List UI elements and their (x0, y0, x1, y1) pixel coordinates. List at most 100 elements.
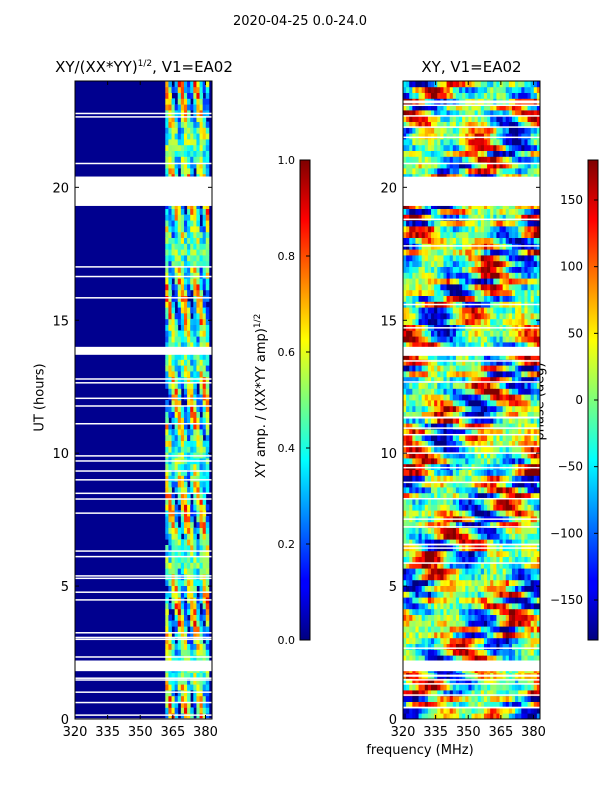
phase-axes-frame (402, 80, 541, 720)
phase-flag-row (403, 683, 540, 685)
amp-flag-row (75, 591, 212, 593)
amp-colorbar-tick-label: 0.4 (278, 442, 296, 455)
amp-flag-row (75, 176, 212, 179)
phase-flag-row (403, 543, 540, 546)
amp-title-main: XY/(XX*YY) (55, 58, 138, 76)
phase-flag-row (403, 543, 540, 546)
amp-ytick-label: 0 (61, 713, 69, 728)
phase-colorbar-tick-label: −50 (558, 460, 583, 474)
amp-flag-row (75, 492, 212, 495)
phase-flag-row (403, 303, 540, 306)
amp-flag-row (75, 422, 212, 425)
phase-heatmap (403, 81, 541, 720)
phase-flag-row (403, 497, 540, 500)
phase-flag-row (403, 452, 540, 454)
phase-flag-row (403, 427, 540, 429)
phase-flag-row (403, 101, 540, 104)
amp-colorbar-tick-label: 0.0 (278, 634, 296, 647)
phase-flag-row (403, 136, 540, 139)
phase-flag-row (403, 100, 540, 103)
amp-flag-row (75, 275, 212, 278)
phase-plot-area (403, 81, 540, 719)
amp-xtick-label: 320 (63, 725, 88, 740)
amp-data-gap (75, 346, 212, 355)
phase-flag-row (403, 679, 540, 681)
phase-ytick-label: 0 (389, 713, 397, 728)
amp-xtick-label: 365 (160, 725, 185, 740)
amp-flag-row (75, 297, 212, 299)
phase-colorbar (587, 159, 599, 641)
amp-flag-row (75, 714, 212, 716)
phase-flag-row (403, 218, 540, 221)
phase-colorbar-tick-label: −150 (550, 593, 583, 607)
phase-colorbar-tick-label: 50 (568, 326, 583, 340)
phase-xtick-label: 335 (423, 725, 448, 740)
phase-flag-row (403, 694, 540, 696)
amp-ytick-label: 20 (52, 181, 69, 196)
amp-axes-frame (74, 80, 213, 720)
phase-flag-row (403, 445, 540, 448)
phase-flag-row (403, 675, 540, 677)
phase-colorbar-tick-label: 0 (575, 393, 583, 407)
amp-flag-row (75, 555, 212, 558)
phase-plot-title: XY, V1=EA02 (421, 58, 522, 76)
amp-flag-row (75, 266, 212, 268)
amp-flag-row (75, 382, 212, 384)
amp-data-gap (75, 660, 212, 672)
phase-flag-row (403, 327, 540, 329)
phase-data-gap (403, 346, 540, 355)
phase-flag-row (403, 417, 540, 419)
phase-flag-row (403, 433, 540, 436)
amp-ylabel: UT (hours) (32, 363, 48, 432)
amp-flag-row (75, 378, 212, 380)
phase-flag-row (403, 381, 540, 383)
phase-data-gap (403, 176, 540, 206)
phase-flag-row (403, 354, 540, 356)
amp-colorbar-label-main: XY amp. / (XX*YY amp) (254, 328, 270, 479)
amp-flag-row (75, 638, 212, 641)
amp-ytick-label: 5 (61, 580, 69, 595)
amp-xtick-label: 350 (128, 725, 153, 740)
phase-flag-row (403, 466, 540, 469)
amp-flag-row (75, 599, 212, 601)
amp-colorbar-tick-label: 0.2 (278, 538, 296, 551)
phase-flag-row (403, 104, 540, 107)
phase-flag-row (403, 706, 540, 709)
amp-flag-row (75, 691, 212, 693)
phase-flag-row (403, 349, 540, 351)
phase-flag-row (403, 526, 540, 528)
amp-xtick-label: 335 (95, 725, 120, 740)
amp-flag-row (75, 162, 212, 165)
amp-flag-row (75, 180, 212, 182)
amp-plot-area (75, 81, 212, 719)
amp-ytick-label: 15 (52, 314, 69, 329)
amp-flag-row (75, 679, 212, 681)
phase-colorbar-tick-label: 150 (560, 193, 583, 207)
phase-xtick-label: 380 (521, 725, 546, 740)
phase-flag-row (403, 416, 540, 419)
phase-flag-row (403, 126, 540, 128)
amp-colorbar (299, 159, 311, 641)
amp-flag-row (75, 632, 212, 634)
phase-colorbar-tick-label: −100 (550, 526, 583, 540)
axes-layer: 320 335 350 365 380 0 5 10 15 20 320 335 350 365 380 0 5… (52, 80, 546, 740)
amp-ytick-label: 10 (52, 447, 69, 462)
phase-flag-row (403, 647, 540, 649)
amp-flag-row (75, 188, 212, 191)
amp-flag-row (75, 718, 212, 720)
phase-flag-row (403, 481, 540, 484)
amp-flag-row (75, 470, 212, 472)
amp-flag-row (75, 460, 212, 462)
phase-ytick-label: 5 (389, 580, 397, 595)
amp-flag-row (75, 577, 212, 580)
amp-colorbar-tick-label: 1.0 (278, 154, 296, 167)
phase-ytick-label: 10 (380, 447, 397, 462)
phase-ytick-label: 20 (380, 181, 397, 196)
phase-colorbar-tick-label: 100 (560, 260, 583, 274)
amp-title-suffix: , V1=EA02 (152, 58, 233, 76)
phase-data-gap (403, 660, 540, 672)
amp-title-sup: 1/2 (137, 59, 153, 69)
amp-plot-title: XY/(XX*YY)1/2, V1=EA02 (40, 58, 248, 76)
colorbar-ticks: 0.0 0.2 0.4 0.6 0.8 1.0 −150 −100 −50 0 50 100 150 (278, 154, 598, 647)
